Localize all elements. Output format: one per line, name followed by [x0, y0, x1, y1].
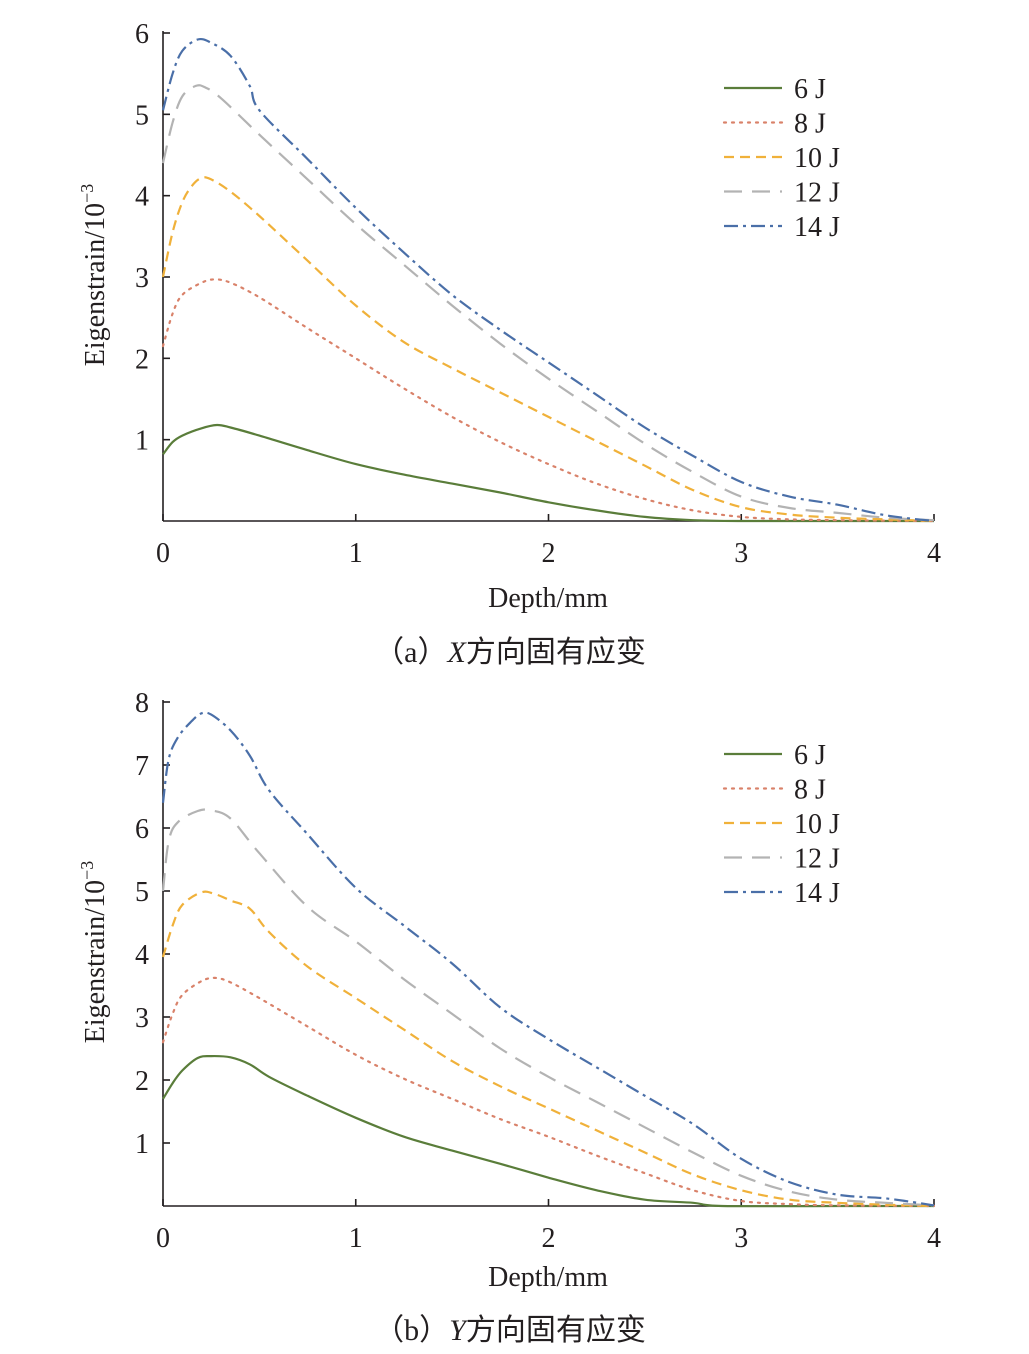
- caption-axis: X: [447, 636, 468, 669]
- series-x-direction: [161, 37, 936, 523]
- x-tick-label: 0: [156, 1223, 170, 1254]
- x-tick-label: 2: [542, 1223, 556, 1254]
- y-tick-label: 6: [135, 19, 149, 50]
- legend-label: 8 J: [794, 109, 826, 140]
- y-tick-label: 1: [135, 1129, 149, 1160]
- y-axis-label: Eigenstrain/10−3: [77, 184, 111, 366]
- y-tick-label: 5: [135, 877, 149, 908]
- legend-label: 10 J: [794, 143, 840, 174]
- series-line-12j: [161, 84, 935, 522]
- x-tick-label: 1: [349, 1223, 363, 1254]
- y-tick-label: 4: [135, 940, 149, 971]
- legend-label: 8 J: [794, 775, 826, 806]
- legend-label: 6 J: [794, 740, 826, 771]
- legend-label: 12 J: [794, 178, 840, 209]
- legend-y-direction: 6 J 8 J10 J 12 J14 J: [722, 740, 840, 909]
- y-tick-label: 5: [135, 100, 149, 131]
- caption-axis: Y: [449, 1314, 469, 1347]
- x-axis-label: Depth/mm: [488, 1262, 608, 1293]
- series-line-8j: [161, 278, 936, 523]
- y-tick-label: 8: [135, 688, 149, 719]
- x-tick-label: 3: [734, 1223, 748, 1254]
- series-line-6j: [162, 423, 934, 523]
- legend-label: 14 J: [794, 878, 840, 909]
- y-tick-label: 2: [135, 1066, 149, 1097]
- y-tick-label: 4: [135, 182, 149, 213]
- series-line-8j: [161, 976, 936, 1208]
- caption-prefix: （a）: [374, 636, 447, 669]
- series-line-10j: [161, 890, 935, 1208]
- series-line-10j: [161, 176, 935, 523]
- y-axis-label-base: Eigenstrain/10: [80, 880, 111, 1043]
- axes-y-direction: 0 1 2 3 4 1 2 3 4 5 6 7 8: [135, 688, 941, 1254]
- legend-label: 6 J: [794, 74, 826, 105]
- caption-suffix: 方向固有应变: [466, 1314, 646, 1347]
- y-axis-label-exponent: −3: [77, 861, 97, 880]
- x-axis-label: Depth/mm: [488, 583, 608, 614]
- y-axis-label: Eigenstrain/10−3: [77, 861, 111, 1043]
- legend-label: 14 J: [794, 212, 840, 243]
- x-tick-label: 0: [156, 538, 170, 569]
- legend-label: 12 J: [794, 844, 840, 875]
- caption-prefix: （b）: [374, 1314, 449, 1347]
- y-axis-label-base: Eigenstrain/10: [80, 203, 111, 366]
- caption-y-direction: （b）Y方向固有应变: [374, 1314, 646, 1347]
- y-axis-label-exponent: −3: [77, 184, 97, 203]
- x-tick-label: 2: [542, 538, 556, 569]
- y-tick-label: 7: [135, 751, 149, 782]
- caption-suffix: 方向固有应变: [466, 636, 646, 669]
- caption-x-direction: （a）X方向固有应变: [374, 636, 646, 669]
- legend-x-direction: 6 J 8 J10 J 12 J14 J: [722, 74, 840, 243]
- chart-panel-y-direction: 0 1 2 3 4 1 2 3 4 5 6 7 8 6 J 8 J10 J 12 J14 J Depth/m…: [77, 688, 941, 1347]
- series-line-12j: [161, 808, 935, 1207]
- series-line-6j: [162, 1054, 934, 1208]
- x-tick-label: 4: [927, 538, 941, 569]
- series-line-14j: [161, 37, 935, 523]
- y-tick-label: 2: [135, 344, 149, 375]
- y-tick-label: 3: [135, 1003, 149, 1034]
- x-tick-label: 1: [349, 538, 363, 569]
- axes-x-direction: 0 1 2 3 4 1 2 3 4 5 6: [135, 19, 941, 569]
- y-tick-label: 1: [135, 426, 149, 457]
- legend-label: 10 J: [794, 809, 840, 840]
- y-tick-label: 6: [135, 814, 149, 845]
- series-y-direction: [161, 711, 936, 1208]
- x-tick-label: 3: [734, 538, 748, 569]
- y-tick-label: 3: [135, 263, 149, 294]
- x-tick-label: 4: [927, 1223, 941, 1254]
